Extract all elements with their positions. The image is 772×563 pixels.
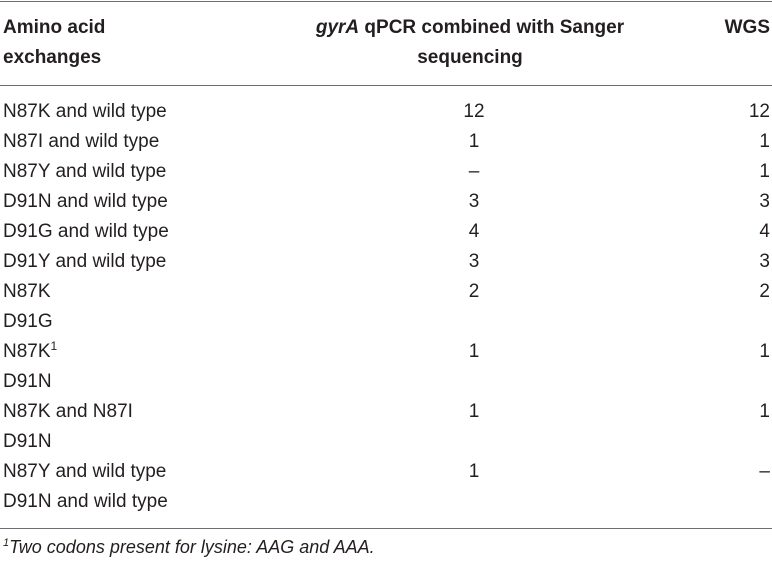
table-row: N87Y and wild type – 1	[0, 157, 772, 187]
cell-qpcr-sanger-count: 3	[468, 251, 480, 272]
cell-wgs-count: 3	[759, 191, 770, 212]
cell-qpcr-sanger-count: 1	[468, 401, 480, 422]
cell-wgs-count: 4	[759, 221, 770, 242]
cell-amino-acid-exchange: D91G and wild type	[3, 217, 169, 247]
cell-wgs-count: 3	[759, 251, 770, 272]
exchange-text: D91Y and wild type	[3, 251, 167, 272]
table-top-rule	[0, 1, 772, 2]
cell-amino-acid-exchange: N87K1	[3, 337, 57, 367]
cell-qpcr-sanger-count: 12	[463, 101, 485, 122]
exchange-text: D91N	[3, 371, 52, 392]
cell-amino-acid-exchange: D91N	[3, 367, 52, 397]
table-bottom-rule	[0, 528, 772, 529]
exchange-text: N87Y and wild type	[3, 461, 167, 482]
table-row: N87Y and wild type 1 –	[0, 457, 772, 487]
cell-amino-acid-exchange: N87K and wild type	[3, 97, 167, 127]
exchange-text: N87I and wild type	[3, 131, 160, 152]
cell-qpcr-sanger-count: 2	[468, 281, 480, 302]
table-row: N87K and wild type 12 12	[0, 97, 772, 127]
table-row: N87K 2 2	[0, 277, 772, 307]
cell-qpcr-sanger-count: 1	[468, 341, 480, 362]
cell-qpcr-sanger-count: 3	[468, 191, 480, 212]
cell-wgs-count: 12	[748, 101, 770, 122]
exchange-text: D91N and wild type	[3, 491, 168, 512]
table-row: D91G	[0, 307, 772, 337]
cell-amino-acid-exchange: D91N and wild type	[3, 487, 168, 517]
header-gyra-qpcr-sanger: gyrA qPCR combined with Sanger sequencin…	[280, 13, 660, 73]
cell-amino-acid-exchange: N87Y and wild type	[3, 157, 166, 187]
header-wgs: WGS	[700, 13, 770, 43]
footnote-text: Two codons present for lysine: AAG and A…	[9, 537, 375, 557]
cell-qpcr-sanger-count: 4	[468, 221, 480, 242]
cell-wgs-count: –	[759, 461, 770, 482]
cell-wgs-count: 1	[759, 401, 770, 422]
cell-amino-acid-exchange: D91Y and wild type	[3, 247, 166, 277]
cell-qpcr-sanger-count: 1	[468, 461, 480, 482]
table-row: D91Y and wild type 3 3	[0, 247, 772, 277]
cell-amino-acid-exchange: D91N and wild type	[3, 187, 168, 217]
cell-amino-acid-exchange: N87I and wild type	[3, 127, 159, 157]
table-row: N87K1 1 1	[0, 337, 772, 367]
table-row: N87K and N87I 1 1	[0, 397, 772, 427]
exchange-text: N87K and wild type	[3, 101, 167, 122]
exchange-text: N87K	[3, 341, 51, 362]
footnote-reference: 1	[50, 339, 58, 353]
exchange-text: N87Y and wild type	[3, 161, 167, 182]
exchange-text: D91N and wild type	[3, 191, 168, 212]
table-row: D91N and wild type	[0, 487, 772, 517]
header-amino-acid-exchanges: Amino acid exchanges	[3, 13, 243, 73]
header-col2-gene: gyrA	[315, 17, 360, 38]
cell-amino-acid-exchange: N87Y and wild type	[3, 457, 166, 487]
header-col1-line1: Amino acid	[3, 17, 106, 38]
exchange-text: N87K	[3, 281, 51, 302]
header-col1-line2: exchanges	[3, 47, 102, 68]
footnote-marker: 1	[3, 537, 10, 549]
table-row: D91G and wild type 4 4	[0, 217, 772, 247]
cell-amino-acid-exchange: D91N	[3, 427, 52, 457]
table-row: D91N	[0, 367, 772, 397]
cell-wgs-count: 1	[759, 131, 770, 152]
header-col3: WGS	[724, 17, 770, 38]
cell-wgs-count: 1	[759, 341, 770, 362]
table-footnote: 1Two codons present for lysine: AAG and …	[3, 534, 375, 560]
table-header-rule	[0, 85, 772, 86]
exchange-text: D91G	[3, 311, 53, 332]
table-row: D91N	[0, 427, 772, 457]
cell-wgs-count: 2	[759, 281, 770, 302]
cell-amino-acid-exchange: N87K and N87I	[3, 397, 133, 427]
header-col2-line2: sequencing	[417, 47, 523, 68]
table-row: D91N and wild type 3 3	[0, 187, 772, 217]
cell-qpcr-sanger-count: 1	[468, 131, 480, 152]
cell-amino-acid-exchange: N87K	[3, 277, 51, 307]
cell-qpcr-sanger-count: –	[468, 161, 480, 182]
header-col2-line1: qPCR combined with Sanger	[359, 17, 625, 38]
cell-amino-acid-exchange: D91G	[3, 307, 53, 337]
exchange-text: D91G and wild type	[3, 221, 169, 242]
exchange-text: N87K and N87I	[3, 401, 133, 422]
cell-wgs-count: 1	[759, 161, 770, 182]
table-row: N87I and wild type 1 1	[0, 127, 772, 157]
exchange-text: D91N	[3, 431, 52, 452]
table-body: N87K and wild type 12 12 N87I and wild type…	[0, 97, 772, 517]
